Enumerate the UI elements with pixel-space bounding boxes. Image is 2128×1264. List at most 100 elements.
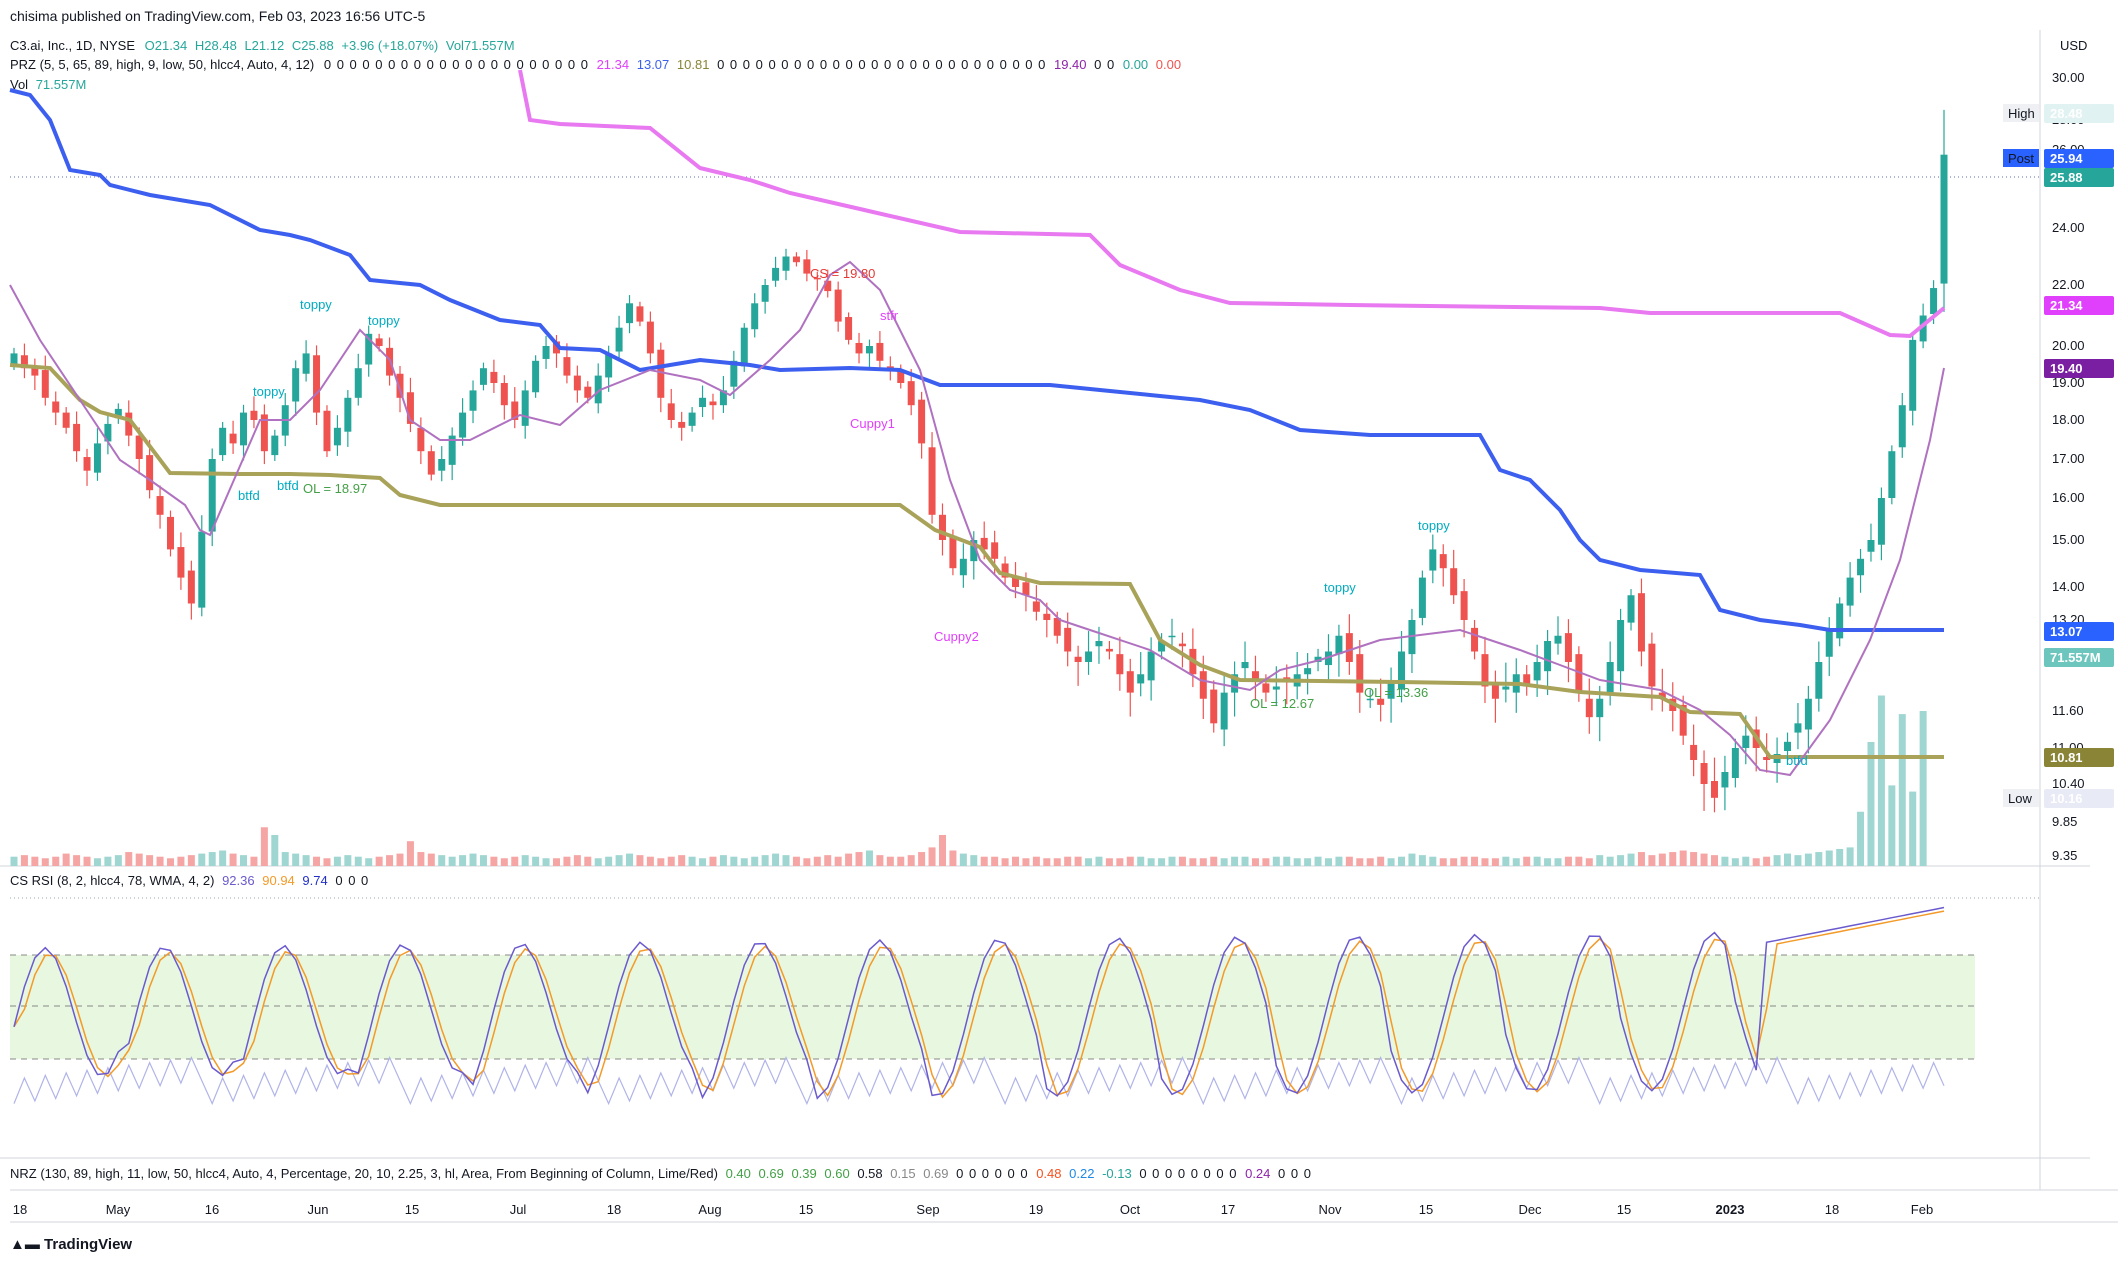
volume-bar xyxy=(281,852,289,866)
volume-bar xyxy=(1418,855,1426,866)
volume-bar xyxy=(740,858,748,866)
candle-body xyxy=(1658,692,1666,699)
time-tick: Dec xyxy=(1518,1202,1542,1217)
candle-body xyxy=(1085,651,1093,662)
nrz-v4: 0.60 xyxy=(824,1166,850,1181)
candle-body xyxy=(542,346,550,359)
rsi-line-3 xyxy=(13,1055,1945,1106)
violet-line xyxy=(9,260,1945,777)
volume-bar xyxy=(260,827,268,866)
volume-bar xyxy=(573,855,581,866)
volume-bar xyxy=(1773,855,1781,866)
volume-bar xyxy=(542,858,550,866)
time-axis[interactable]: 18 May 16 Jun 15 Jul 18 Aug 15 Sep 19 Oct 17 Nov 15 Dec… xyxy=(13,1202,1933,1217)
volume-bar xyxy=(1637,852,1645,866)
candle-body xyxy=(636,306,644,322)
tradingview-logo[interactable]: ▲▬ TradingView xyxy=(10,1236,132,1253)
rsi-value-2: 90.94 xyxy=(262,873,295,888)
tradingview-brand: TradingView xyxy=(44,1236,133,1253)
prz-legend[interactable]: PRZ (5, 5, 65, 89, high, 9, low, 50, hlc… xyxy=(10,57,1181,72)
candle-body xyxy=(970,540,978,562)
volume-bar xyxy=(250,856,258,866)
volume-bar xyxy=(1721,856,1729,866)
volume-bar xyxy=(323,858,331,866)
volume-bar xyxy=(1429,856,1437,866)
volume-bar xyxy=(1533,856,1541,866)
candle-body xyxy=(1617,620,1625,672)
candles xyxy=(10,109,1948,813)
candle-body xyxy=(1251,671,1259,681)
volume-bar xyxy=(594,858,602,866)
nrz-legend[interactable]: NRZ (130, 89, high, 11, low, 50, hlcc4, … xyxy=(10,1166,1312,1181)
rsi-value-3: 9.74 xyxy=(302,873,328,888)
price-tick: 10.40 xyxy=(2052,776,2085,791)
nrz-v3: 0.39 xyxy=(791,1166,817,1181)
candle-body xyxy=(1324,651,1332,666)
prz-value-5: 0.00 xyxy=(1122,57,1149,72)
candle-body xyxy=(323,410,331,452)
volume-bar xyxy=(803,858,811,866)
price-tick: 9.85 xyxy=(2052,814,2077,829)
candle-body xyxy=(500,383,508,406)
candle-body xyxy=(667,403,675,420)
candle-body xyxy=(1690,744,1698,760)
price-tag-bg xyxy=(2044,168,2114,187)
candle-body xyxy=(1314,656,1322,662)
volume-bar xyxy=(1251,858,1259,866)
price-tag-label-bg xyxy=(2003,789,2039,807)
candle-body xyxy=(949,535,957,569)
volume-bar xyxy=(1064,856,1072,866)
candle-body xyxy=(605,353,613,378)
volume-bar xyxy=(1471,856,1479,866)
volume-bar xyxy=(719,855,727,866)
candle-body xyxy=(1836,603,1844,639)
volume-bar xyxy=(427,853,435,866)
volume-bar xyxy=(1846,847,1854,866)
candle-body xyxy=(354,368,362,398)
volume-bar xyxy=(62,853,70,866)
candle-body xyxy=(1637,593,1645,652)
symbol-legend[interactable]: C3.ai, Inc., 1D, NYSE O21.34 H28.48 L21.… xyxy=(10,38,515,53)
volume-legend[interactable]: Vol 71.557M xyxy=(10,77,86,92)
volume-bar xyxy=(1439,858,1447,866)
volume-bar xyxy=(1491,858,1499,866)
candle-body xyxy=(1178,643,1186,647)
time-tick: Jun xyxy=(308,1202,329,1217)
candle-body xyxy=(699,397,707,408)
volume-bar xyxy=(1220,858,1228,866)
volume-bar xyxy=(1512,858,1520,866)
volume-bar xyxy=(667,856,675,866)
candle-body xyxy=(1032,601,1040,612)
candle-body xyxy=(1585,698,1593,718)
candle-body xyxy=(1794,723,1802,733)
time-tick: 15 xyxy=(1617,1202,1631,1217)
candle-body xyxy=(584,386,592,398)
candle-body xyxy=(219,427,227,456)
volume-bar xyxy=(709,856,717,866)
volume-bar xyxy=(1095,856,1103,866)
volume-bar xyxy=(1324,858,1332,866)
volume-bar xyxy=(1710,855,1718,866)
volume-bar xyxy=(897,856,905,866)
candle-body xyxy=(73,423,81,452)
price-tag-value: 25.94 xyxy=(2050,151,2083,166)
candle-body xyxy=(302,353,310,374)
candle-body xyxy=(1877,498,1885,545)
candle-body xyxy=(1356,654,1364,693)
cs-label: CS = 19.80 xyxy=(810,266,875,281)
rsi-legend[interactable]: CS RSI (8, 2, hlcc4, 78, WMA, 4, 2) 92.3… xyxy=(10,873,369,888)
candle-body xyxy=(552,341,560,354)
currency-label: USD xyxy=(2060,38,2087,53)
prz-label: PRZ (5, 5, 65, 89, high, 9, low, 50, hlc… xyxy=(10,57,315,72)
volume-bar xyxy=(1617,855,1625,866)
candle-body xyxy=(365,333,373,365)
indicator-lines xyxy=(9,69,1946,777)
candle-body xyxy=(177,547,185,578)
candle-body xyxy=(1606,662,1614,693)
volume-bar xyxy=(1053,858,1061,866)
price-tick: 17.00 xyxy=(2052,451,2085,466)
candle-body xyxy=(114,408,122,419)
candle-body xyxy=(1345,633,1353,662)
volume-bar xyxy=(146,855,154,866)
